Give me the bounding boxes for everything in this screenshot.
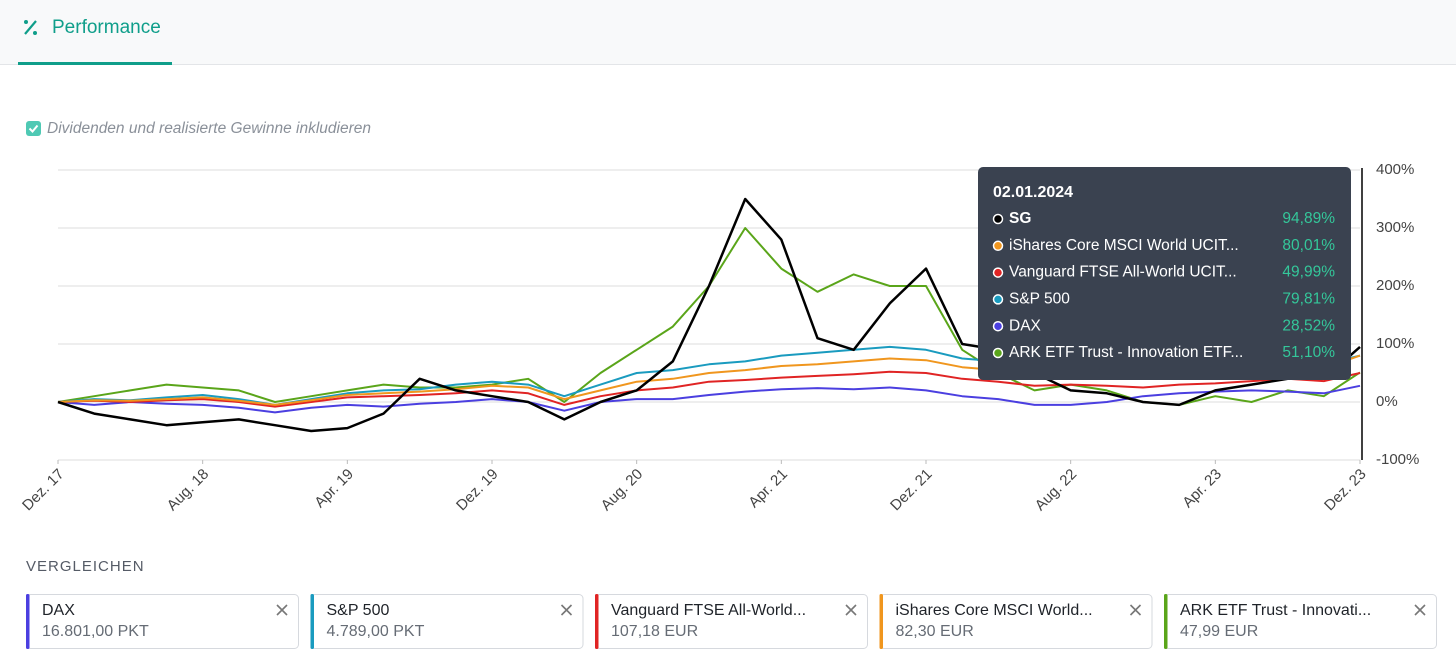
y-tick-label: 0% (1376, 393, 1398, 410)
tooltip-date: 02.01.2024 (993, 184, 1073, 201)
remove-icon[interactable] (1414, 604, 1426, 616)
card-accent (1164, 594, 1168, 649)
tooltip-swatch (992, 320, 1004, 332)
option-label[interactable]: Dividenden und realisierte Gewinne inklu… (47, 120, 371, 137)
x-tick-label: Dez. 23 (1321, 466, 1370, 515)
tooltip: 02.01.2024 SG 94,89% iShares Core MSCI Wor… (978, 167, 1351, 380)
tooltip-value: 51,10% (1282, 344, 1335, 361)
card-name: DAX (42, 602, 75, 619)
x-tick-label: Dez. 17 (19, 466, 68, 515)
card-accent (879, 594, 883, 649)
tooltip-swatch (992, 267, 1004, 278)
x-tick-label: Apr. 23 (1179, 466, 1225, 512)
tooltip-series: iShares Core MSCI World UCIT... (1009, 237, 1239, 254)
x-tick-label: Dez. 21 (887, 466, 936, 515)
tooltip-value: 49,99% (1282, 264, 1335, 281)
tooltip-series: S&P 500 (1009, 290, 1070, 307)
tooltip-value: 94,89% (1282, 210, 1335, 227)
tooltip-swatch (992, 294, 1004, 305)
y-tick-label: 300% (1376, 219, 1414, 236)
card-name: S&P 500 (327, 602, 390, 619)
y-tick-label: 400% (1376, 161, 1414, 178)
card-accent (26, 594, 30, 649)
tooltip-series: DAX (1009, 317, 1042, 334)
tab-label[interactable]: Performance (52, 17, 161, 38)
card-price: 4.789,00 PKT (327, 623, 425, 640)
card-name: Vanguard FTSE All-World... (611, 602, 806, 619)
card-name: iShares Core MSCI World... (896, 602, 1093, 619)
card-price: 107,18 EUR (611, 623, 698, 640)
series-line (57, 384, 1361, 414)
tab-bar (0, 0, 1456, 64)
y-tick-label: -100% (1376, 451, 1419, 468)
compare-card[interactable]: DAX 16.801,00 PKT (26, 594, 299, 649)
card-price: 47,99 EUR (1180, 623, 1258, 640)
tooltip-series: SG (1009, 210, 1031, 227)
remove-icon[interactable] (276, 604, 288, 616)
checkmark (28, 124, 39, 133)
x-tick-label: Aug. 20 (598, 466, 647, 515)
compare-card[interactable]: iShares Core MSCI World... 82,30 EUR (879, 594, 1153, 649)
x-tick-label: Aug. 22 (1032, 466, 1081, 515)
tooltip-swatch (992, 347, 1004, 359)
remove-icon[interactable] (845, 604, 857, 616)
x-tick-label: Apr. 19 (311, 466, 357, 512)
tooltip-box (978, 167, 1351, 380)
x-tick-label: Aug. 18 (164, 466, 213, 515)
x-tick-label: Dez. 19 (453, 466, 502, 515)
tooltip-series: ARK ETF Trust - Innovation ETF... (1009, 344, 1243, 361)
y-tick-label: 100% (1376, 335, 1414, 352)
tab-underline (18, 62, 172, 65)
card-accent (595, 594, 599, 649)
compare-title: VERGLEICHEN (26, 558, 145, 575)
tooltip-swatch (992, 213, 1004, 225)
remove-icon[interactable] (1129, 604, 1142, 616)
lines (57, 197, 1361, 433)
compare-card[interactable]: ARK ETF Trust - Innovati... 47,99 EUR (1164, 594, 1437, 649)
series-line (57, 197, 1361, 433)
x-tick-label: Apr. 21 (745, 466, 791, 512)
compare-card[interactable]: S&P 500 4.789,00 PKT (310, 594, 584, 649)
card-accent (310, 594, 314, 649)
series-line (57, 370, 1361, 408)
tooltip-value: 79,81% (1282, 290, 1335, 307)
tooltip-series: Vanguard FTSE All-World UCIT... (1009, 264, 1237, 281)
tooltip-value: 28,52% (1282, 317, 1335, 334)
card-price: 16.801,00 PKT (42, 623, 149, 640)
cards: DAX 16.801,00 PKT S&P 500 4.789,00 PKT Vangu… (26, 594, 1437, 649)
compare-card[interactable]: Vanguard FTSE All-World... 107,18 EUR (595, 594, 868, 649)
remove-icon[interactable] (560, 604, 573, 616)
card-price: 82,30 EUR (896, 623, 974, 640)
tab-icon (24, 20, 37, 35)
tooltip-swatch (992, 240, 1004, 252)
card-name: ARK ETF Trust - Innovati... (1180, 602, 1371, 619)
y-tick-label: 200% (1376, 277, 1414, 294)
tooltip-value: 80,01% (1282, 237, 1335, 254)
checkbox[interactable] (26, 121, 41, 136)
